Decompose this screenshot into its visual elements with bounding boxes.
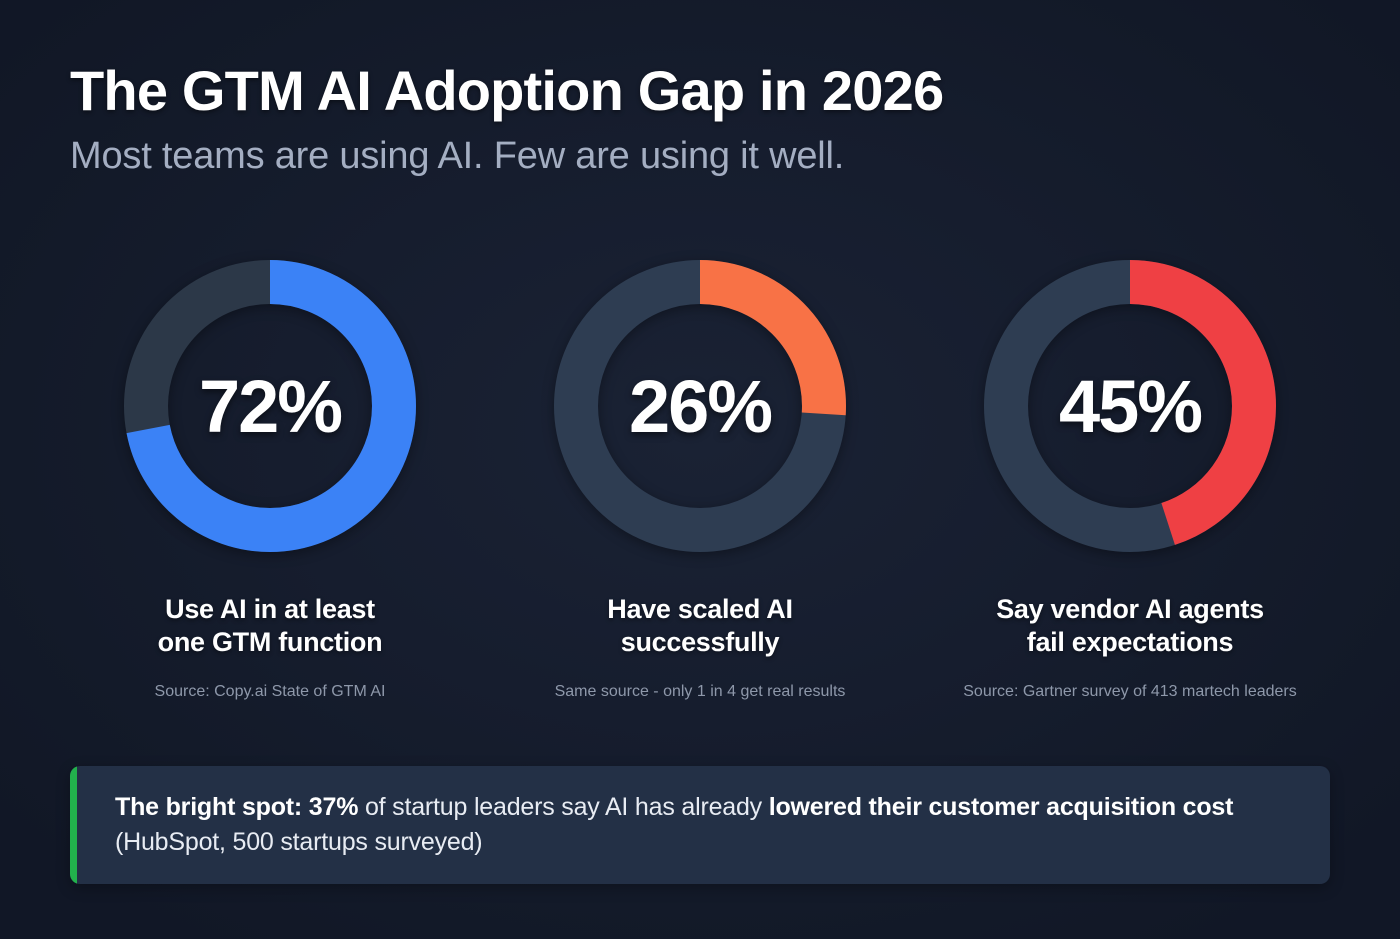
donut-arc-1 <box>124 260 416 552</box>
stat-source-1: Source: Copy.ai State of GTM AI <box>154 682 386 700</box>
donut-chart-icon <box>124 260 416 552</box>
callout-segment-0: The bright spot: 37% <box>115 792 359 821</box>
donut-value-1: 72% <box>198 364 343 448</box>
header: The GTM AI Adoption Gap in 2026 Most tea… <box>70 59 1330 178</box>
donut-chart-icon <box>554 260 846 552</box>
stat-label-1-line2: one GTM function <box>157 627 383 658</box>
stat-label-1: Use AI in at least one GTM function <box>158 593 383 660</box>
callout-accent-bar <box>70 766 77 884</box>
page-title: The GTM AI Adoption Gap in 2026 <box>70 59 944 122</box>
bright-spot-callout: The bright spot: 37% of startup leaders … <box>70 766 1330 884</box>
callout-segment-2: lowered their customer acquisition cost <box>768 792 1234 821</box>
donut-chart-1: 72% <box>110 245 430 567</box>
donut-chart-icon <box>984 260 1276 552</box>
donut-value-2: 26% <box>628 364 773 448</box>
donut-chart-3: 45% <box>970 245 1290 567</box>
stat-source-3: Source: Gartner survey of 413 martech le… <box>963 682 1297 700</box>
stat-card-2: 26% Have scaled AI successfully Same sou… <box>500 245 900 701</box>
donut-arc-3 <box>984 260 1276 552</box>
donut-chart-2: 26% <box>540 245 860 567</box>
stat-label-2-line2: successfully <box>620 627 780 658</box>
stat-label-2: Have scaled AI successfully <box>607 593 793 660</box>
donut-arc-2 <box>554 260 846 552</box>
stat-label-3: Say vendor AI agents fail expectations <box>996 593 1264 660</box>
stat-card-3: 45% Say vendor AI agents fail expectatio… <box>930 245 1330 701</box>
stat-label-3-line1: Say vendor AI agents <box>996 594 1264 624</box>
stat-label-3-line2: fail expectations <box>1026 627 1234 658</box>
stat-source-2: Same source - only 1 in 4 get real resul… <box>554 682 846 700</box>
callout-segment-1: of startup leaders say AI has already <box>358 792 769 821</box>
donut-value-3: 45% <box>1058 364 1203 448</box>
stats-row: 72% Use AI in at least one GTM function … <box>70 245 1330 701</box>
callout-text: The bright spot: 37% of startup leaders … <box>77 790 1330 861</box>
stat-label-2-line1: Have scaled AI <box>607 594 793 624</box>
stat-label-1-line1: Use AI in at least <box>165 594 375 624</box>
page-subtitle: Most teams are using AI. Few are using i… <box>70 135 845 178</box>
stat-card-1: 72% Use AI in at least one GTM function … <box>70 245 470 701</box>
callout-segment-3: (HubSpot, 500 startups surveyed) <box>115 828 483 856</box>
